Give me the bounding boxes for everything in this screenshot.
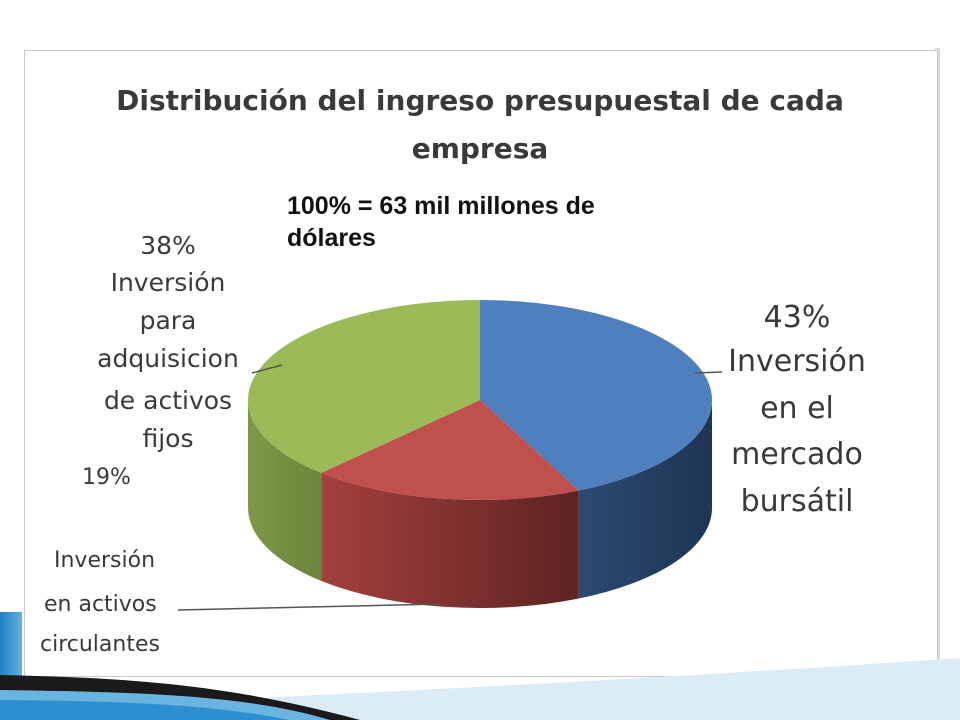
slide-decoration-wave <box>0 658 960 720</box>
slice-3-label-line-4: adquisicion <box>97 344 239 373</box>
chart-subtitle-line-2: dólares <box>287 224 376 252</box>
leader-line-slice-3 <box>251 364 283 374</box>
slice-label-2: 19% Inversión en activos circulantes <box>40 465 160 657</box>
pie-sides <box>248 400 712 608</box>
slice-3-label-line-3: para <box>140 306 197 335</box>
leader-line-slice-1 <box>694 371 723 374</box>
leader-line-slice-2 <box>177 603 441 611</box>
pie-slice-2 <box>321 400 579 500</box>
chart-title-line-1: Distribución del ingreso presupuestal de… <box>116 84 844 117</box>
slice-2-label-line-1: 19% <box>82 465 131 490</box>
pie-side-1 <box>578 400 712 599</box>
slice-1-label-line-5: bursátil <box>741 484 854 519</box>
pie-slice-1 <box>480 300 712 491</box>
slice-label-1: 43% Inversión en el mercado bursátil <box>728 300 866 519</box>
slice-1-label-line-1: 43% <box>764 300 831 335</box>
slice-2-label-line-2: Inversión <box>54 548 155 573</box>
slice-label-3: 38% Inversión para adquisicion de activo… <box>97 231 239 453</box>
slice-1-label-line-4: mercado <box>731 437 863 472</box>
chart-subtitle-line-1: 100% = 63 mil millones de <box>287 192 595 220</box>
pie-side-3 <box>248 400 322 581</box>
slice-3-label-line-5: de activos <box>104 386 232 415</box>
slice-1-label-line-3: en el <box>760 391 834 426</box>
slice-3-label-line-6: fijos <box>142 424 193 453</box>
slice-2-label-line-3: en activos <box>44 592 157 617</box>
slice-3-label-line-2: Inversión <box>111 268 226 297</box>
chart-title-line-2: empresa <box>412 132 549 165</box>
pie-slice-3 <box>248 300 480 473</box>
chart-subtitle: 100% = 63 mil millones de dólares <box>287 190 707 254</box>
pie-side-2 <box>321 472 579 608</box>
slice-2-label-line-4: circulantes <box>40 632 160 657</box>
slice-3-label-line-1: 38% <box>140 231 196 260</box>
slice-1-label-line-2: Inversión <box>728 344 866 379</box>
pie-tops <box>248 300 712 500</box>
